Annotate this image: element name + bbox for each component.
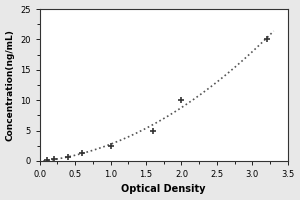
- X-axis label: Optical Density: Optical Density: [122, 184, 206, 194]
- Y-axis label: Concentration(ng/mL): Concentration(ng/mL): [6, 29, 15, 141]
